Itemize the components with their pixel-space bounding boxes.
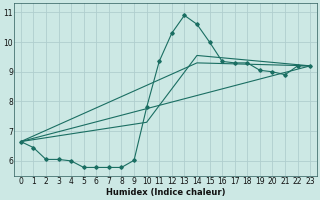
X-axis label: Humidex (Indice chaleur): Humidex (Indice chaleur) (106, 188, 225, 197)
